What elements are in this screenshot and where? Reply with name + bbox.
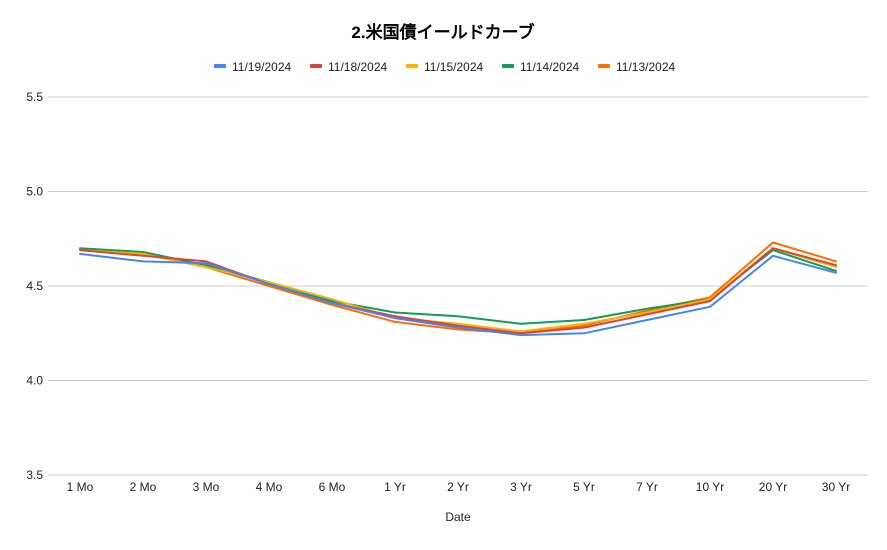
series-line-1 bbox=[79, 247, 837, 335]
series-lines bbox=[79, 241, 837, 337]
y-tick-label: 5.5 bbox=[26, 90, 43, 104]
legend-item: 11/18/2024 bbox=[310, 60, 387, 74]
legend-label: 11/14/2024 bbox=[520, 60, 579, 74]
y-tick-label: 4.0 bbox=[26, 374, 43, 388]
legend-label: 11/19/2024 bbox=[232, 60, 291, 74]
x-tick-label: 6 Mo bbox=[319, 480, 346, 494]
x-tick-label: 20 Yr bbox=[759, 480, 787, 494]
series-line-2 bbox=[79, 247, 837, 333]
legend-label: 11/13/2024 bbox=[616, 60, 675, 74]
x-axis-ticks: 1 Mo 2 Mo 3 Mo 4 Mo 6 Mo 1 Yr 2 Yr 3 Yr 5 Yr 7 Yr… bbox=[67, 480, 851, 494]
y-tick-label: 3.5 bbox=[26, 468, 43, 482]
legend-label: 11/18/2024 bbox=[328, 60, 387, 74]
legend-swatch bbox=[598, 64, 610, 68]
x-tick-label: 2 Yr bbox=[447, 480, 469, 494]
chart-title: 2.米国債イールドカーブ bbox=[351, 22, 534, 42]
legend-swatch bbox=[502, 64, 514, 68]
x-tick-label: 2 Mo bbox=[130, 480, 157, 494]
legend-item: 11/14/2024 bbox=[502, 60, 579, 74]
legend-swatch bbox=[406, 64, 418, 68]
legend-item: 11/13/2024 bbox=[598, 60, 675, 74]
legend-item: 11/19/2024 bbox=[214, 60, 291, 74]
legend-swatch bbox=[310, 64, 322, 68]
x-tick-label: 7 Yr bbox=[636, 480, 658, 494]
gridlines bbox=[48, 96, 868, 476]
y-tick-label: 4.5 bbox=[26, 279, 43, 293]
x-tick-label: 1 Yr bbox=[384, 480, 406, 494]
series-line-0 bbox=[79, 252, 837, 337]
x-tick-label: 5 Yr bbox=[573, 480, 595, 494]
x-tick-label: 30 Yr bbox=[822, 480, 850, 494]
y-tick-label: 5.0 bbox=[26, 185, 43, 199]
legend-swatch bbox=[214, 64, 226, 68]
x-tick-label: 3 Yr bbox=[510, 480, 532, 494]
legend-item: 11/15/2024 bbox=[406, 60, 483, 74]
y-axis-ticks: 3.5 4.0 4.5 5.0 5.5 bbox=[26, 90, 43, 482]
x-tick-label: 1 Mo bbox=[67, 480, 94, 494]
legend: 11/19/2024 11/18/2024 11/15/2024 11/14/2024… bbox=[214, 60, 675, 74]
legend-label: 11/15/2024 bbox=[424, 60, 483, 74]
x-tick-label: 4 Mo bbox=[256, 480, 283, 494]
x-axis-title: Date bbox=[445, 510, 471, 524]
x-tick-label: 10 Yr bbox=[696, 480, 724, 494]
x-tick-label: 3 Mo bbox=[193, 480, 220, 494]
